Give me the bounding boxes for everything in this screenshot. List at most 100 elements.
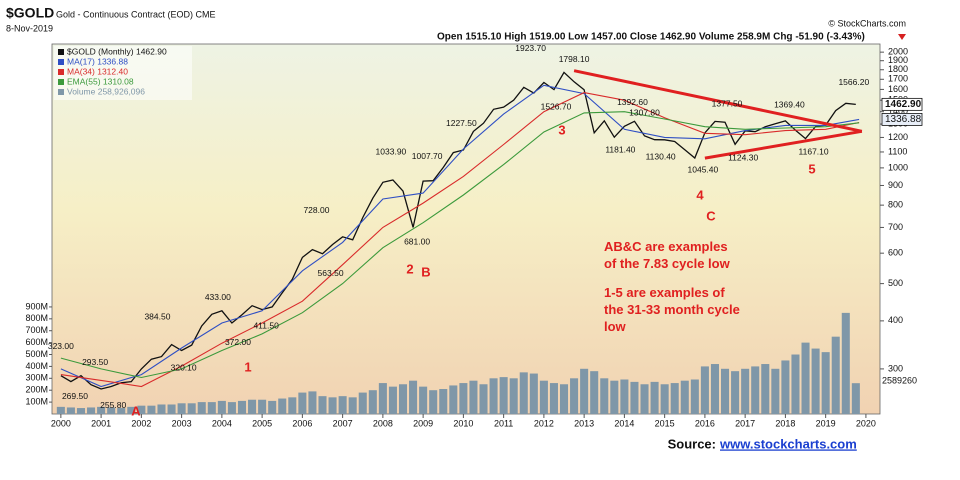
- volume-bar: [378, 383, 387, 414]
- volume-bar: [580, 368, 589, 414]
- volume-bar: [157, 404, 166, 414]
- x-tick-label: 2000: [51, 418, 71, 428]
- wave-label: A: [131, 403, 141, 418]
- volume-bar: [368, 390, 377, 414]
- volume-bar: [107, 407, 116, 414]
- price-annotation: 384.50: [144, 312, 170, 322]
- volume-bar: [97, 406, 106, 414]
- legend-label: $GOLD (Monthly) 1462.90: [67, 46, 167, 56]
- legend-swatch: [58, 59, 64, 65]
- ohlc-line: Open 1515.10 High 1519.00 Low 1457.00 Cl…: [437, 32, 865, 43]
- volume-bar: [529, 373, 538, 414]
- volume-bar: [851, 383, 860, 414]
- last-value-label: 1462.90: [885, 99, 922, 110]
- legend-swatch: [58, 49, 64, 55]
- volume-bar: [630, 381, 639, 414]
- y-tick-label: 1900: [888, 55, 908, 65]
- volume-bar: [670, 383, 679, 414]
- volume-bar: [338, 396, 347, 414]
- wave-label: C: [706, 208, 716, 223]
- x-tick-label: 2017: [735, 418, 755, 428]
- x-tick-label: 2010: [453, 418, 473, 428]
- y2-tick-label: 700M: [25, 325, 48, 335]
- moving-average: [60, 84, 860, 388]
- volume-bar: [187, 403, 196, 414]
- wave-label: 4: [696, 187, 704, 202]
- volume-bar: [227, 402, 236, 414]
- volume-bar: [167, 404, 176, 414]
- chart-subtitle: Gold - Continuous Contract (EOD) CME: [56, 9, 216, 19]
- y-tick-label: 1800: [888, 64, 908, 74]
- volume-bar: [248, 399, 257, 414]
- price-annotation: 255.80: [100, 400, 126, 410]
- volume-bar: [66, 407, 75, 414]
- volume-bar: [539, 380, 548, 414]
- y-tick-label: 1600: [888, 84, 908, 94]
- volume-bar: [348, 397, 357, 414]
- volume-bar: [318, 396, 327, 414]
- x-tick-label: 2001: [91, 418, 111, 428]
- note: the 31-33 month cycle: [604, 302, 740, 317]
- price-line: [60, 71, 856, 390]
- note: of the 7.83 cycle low: [604, 256, 731, 271]
- trendline: [704, 129, 863, 160]
- wave-label: 2: [406, 261, 413, 276]
- price-annotation: 372.00: [225, 337, 251, 347]
- volume-bar: [358, 392, 367, 414]
- volume-bar: [469, 380, 478, 414]
- volume-bar: [429, 390, 438, 414]
- source-prefix: Source:: [668, 436, 716, 451]
- y2-tick-label: 200M: [25, 385, 48, 395]
- legend-swatch: [58, 89, 64, 95]
- x-tick-label: 2008: [373, 418, 393, 428]
- price-annotation: 1227.50: [446, 118, 477, 128]
- volume-bar: [690, 379, 699, 414]
- volume-bar: [217, 400, 226, 414]
- volume-bar: [570, 378, 579, 414]
- volume-bar: [489, 378, 498, 414]
- volume-bar: [519, 372, 528, 414]
- volume-bar: [791, 354, 800, 414]
- price-annotation: 1307.80: [629, 107, 660, 117]
- legend-swatch: [58, 79, 64, 85]
- x-tick-label: 2004: [212, 418, 232, 428]
- note: 1-5 are examples of: [604, 285, 725, 300]
- y-tick-label: 800: [888, 200, 903, 210]
- price-annotation: 1566.20: [838, 77, 869, 87]
- volume-bar: [801, 342, 810, 414]
- trendline: [573, 69, 863, 133]
- volume-bar: [177, 403, 186, 414]
- y2-tick-label: 300M: [25, 373, 48, 383]
- y2-tick-label: 900M: [25, 301, 48, 311]
- volume-bar: [137, 405, 146, 414]
- volume-bar: [479, 384, 488, 414]
- source-link[interactable]: www.stockcharts.com: [719, 436, 857, 451]
- y-tick-label: 1000: [888, 162, 908, 172]
- volume-bar: [731, 371, 740, 414]
- y2-tick-label: 400M: [25, 361, 48, 371]
- volume-bar: [87, 407, 96, 414]
- y-tick-label: 400: [888, 315, 903, 325]
- wave-label: 3: [558, 122, 565, 137]
- legend-label: MA(17) 1336.88: [67, 56, 128, 66]
- volume-bar: [680, 380, 689, 414]
- price-annotation: 320.10: [171, 362, 197, 372]
- y-tick-label: 300: [888, 363, 903, 373]
- legend-swatch: [58, 69, 64, 75]
- y2-tick-label: 500M: [25, 349, 48, 359]
- x-tick-label: 2020: [856, 418, 876, 428]
- y-tick-label: 600: [888, 248, 903, 258]
- volume-bar: [278, 398, 287, 414]
- volume-bar: [207, 402, 216, 414]
- volume-bar: [821, 352, 830, 414]
- last-value-box: [881, 97, 923, 111]
- volume-bar: [721, 368, 730, 414]
- x-tick-label: 2014: [614, 418, 634, 428]
- volume-bar: [459, 383, 468, 414]
- y-tick-label: 900: [888, 180, 903, 190]
- x-tick-label: 2011: [494, 418, 513, 428]
- x-tick-label: 2012: [534, 418, 554, 428]
- volume-label: 2589260: [882, 375, 917, 385]
- price-annotation: 411.50: [253, 320, 279, 330]
